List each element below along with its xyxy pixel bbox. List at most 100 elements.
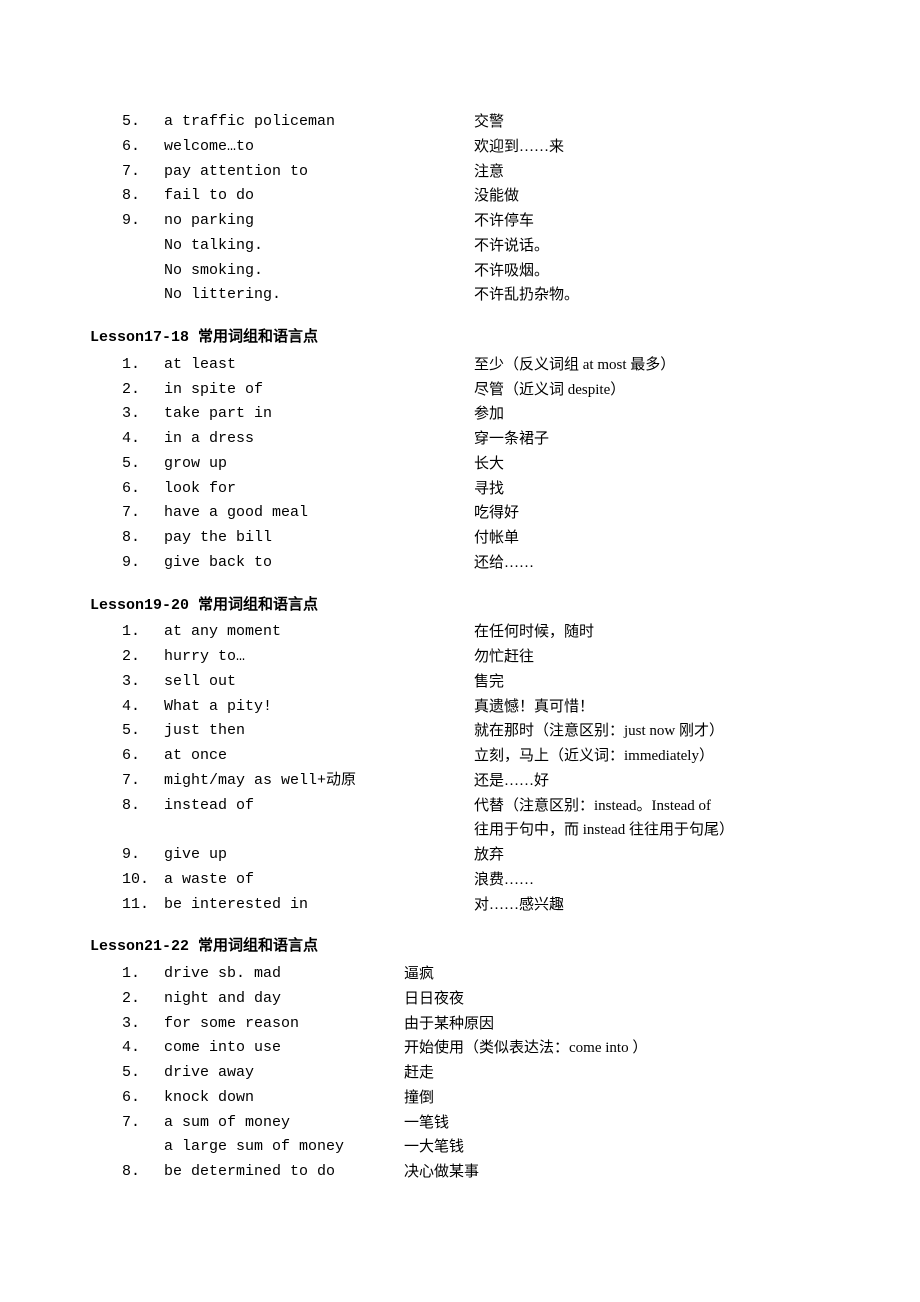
section-title-19-20: Lesson19-20 常用词组和语言点 [90,594,830,619]
vocab-row: No talking.不许说话。 [90,234,830,259]
chinese-meaning: 没能做 [474,184,519,209]
vocab-row: 6.knock down撞倒 [90,1086,830,1111]
vocab-row: 7.pay attention to注意 [90,160,830,185]
document-page: 5.a traffic policeman交警6.welcome…to欢迎到……… [0,0,920,1302]
english-term: No littering. [164,283,474,308]
english-term: give back to [164,551,474,576]
chinese-meaning: 注意 [474,160,504,185]
item-index: 5. [90,110,164,135]
english-term: grow up [164,452,474,477]
english-term: night and day [164,987,404,1012]
vocab-row: 5.grow up长大 [90,452,830,477]
english-term: pay the bill [164,526,474,551]
chinese-meaning: 代替（注意区别：instead。Instead of [474,794,711,819]
chinese-meaning: 一大笔钱 [404,1135,464,1160]
vocab-row: 5.a traffic policeman交警 [90,110,830,135]
english-term: at any moment [164,620,474,645]
chinese-meaning: 交警 [474,110,504,135]
vocab-row: 4.What a pity!真遗憾！真可惜！ [90,695,830,720]
english-term: look for [164,477,474,502]
vocab-row: 9.no parking不许停车 [90,209,830,234]
vocab-row: 5.just then就在那时（注意区别：just now 刚才） [90,719,830,744]
item-index: 5. [90,452,164,477]
item-index: 11. [90,893,164,918]
chinese-meaning: 售完 [474,670,504,695]
vocab-row: 9.give back to还给…… [90,551,830,576]
vocab-row: 10.a waste of浪费…… [90,868,830,893]
item-index: 6. [90,477,164,502]
chinese-meaning: 真遗憾！真可惜！ [474,695,594,720]
english-term: No talking. [164,234,474,259]
chinese-meaning: 在任何时候，随时 [474,620,594,645]
vocab-row: 2.in spite of尽管（近义词 despite） [90,378,830,403]
english-term: instead of [164,794,474,819]
english-term: welcome…to [164,135,474,160]
item-index: 2. [90,645,164,670]
item-index: 3. [90,670,164,695]
chinese-meaning: 对……感兴趣 [474,893,564,918]
chinese-meaning: 不许乱扔杂物。 [474,283,579,308]
item-index: 7. [90,769,164,794]
english-term: be interested in [164,893,474,918]
chinese-meaning: 寻找 [474,477,504,502]
english-term: sell out [164,670,474,695]
vocab-row: 8.be determined to do决心做某事 [90,1160,830,1185]
vocab-row: 6.at once立刻，马上（近义词：immediately） [90,744,830,769]
chinese-meaning: 付帐单 [474,526,519,551]
vocab-row: 8.instead of代替（注意区别：instead。Instead of [90,794,830,819]
vocab-row: a large sum of money一大笔钱 [90,1135,830,1160]
item-index: 9. [90,551,164,576]
vocab-row: 6.welcome…to欢迎到……来 [90,135,830,160]
item-index: 6. [90,744,164,769]
section-title-21-22: Lesson21-22 常用词组和语言点 [90,935,830,960]
item-index: 8. [90,526,164,551]
chinese-meaning: 决心做某事 [404,1160,479,1185]
vocab-row: 1.at any moment在任何时候，随时 [90,620,830,645]
item-index: 2. [90,378,164,403]
vocab-row: 5.drive away赶走 [90,1061,830,1086]
item-index: 9. [90,209,164,234]
english-term: hurry to… [164,645,474,670]
item-index: 1. [90,620,164,645]
vocab-row: 7.a sum of money一笔钱 [90,1111,830,1136]
english-term: for some reason [164,1012,404,1037]
vocab-row: 4.come into use开始使用（类似表达法：come into ） [90,1036,830,1061]
vocab-row: 8.pay the bill付帐单 [90,526,830,551]
vocab-row: 6.look for寻找 [90,477,830,502]
english-term: a large sum of money [164,1135,404,1160]
chinese-meaning: 往用于句中，而 instead 往往用于句尾） [474,818,734,843]
section-21-22: 1.drive sb. mad逼疯2.night and day日日夜夜3.fo… [90,962,830,1185]
item-index: 3. [90,1012,164,1037]
vocab-row: No smoking.不许吸烟。 [90,259,830,284]
chinese-meaning: 欢迎到……来 [474,135,564,160]
vocab-row: 4.in a dress穿一条裙子 [90,427,830,452]
section-title-17-18: Lesson17-18 常用词组和语言点 [90,326,830,351]
english-term: What a pity! [164,695,474,720]
chinese-meaning: 立刻，马上（近义词：immediately） [474,744,714,769]
vocab-row: 7.might/may as well+动原还是……好 [90,769,830,794]
english-term: a waste of [164,868,474,893]
english-term: knock down [164,1086,404,1111]
english-term: a traffic policeman [164,110,474,135]
chinese-meaning: 参加 [474,402,504,427]
english-term: drive sb. mad [164,962,404,987]
english-term: give up [164,843,474,868]
english-term: no parking [164,209,474,234]
item-index: 5. [90,719,164,744]
vocab-row: 7.have a good meal吃得好 [90,501,830,526]
english-term: pay attention to [164,160,474,185]
item-index: 4. [90,1036,164,1061]
english-term: No smoking. [164,259,474,284]
vocab-row: No littering.不许乱扔杂物。 [90,283,830,308]
vocab-row: 11.be interested in对……感兴趣 [90,893,830,918]
english-term: at once [164,744,474,769]
item-index: 6. [90,1086,164,1111]
chinese-meaning: 至少（反义词组 at most 最多） [474,353,675,378]
item-index: 8. [90,794,164,819]
english-term: have a good meal [164,501,474,526]
item-index: 3. [90,402,164,427]
item-index: 4. [90,427,164,452]
english-term: be determined to do [164,1160,404,1185]
chinese-meaning: 尽管（近义词 despite） [474,378,625,403]
chinese-meaning: 撞倒 [404,1086,434,1111]
